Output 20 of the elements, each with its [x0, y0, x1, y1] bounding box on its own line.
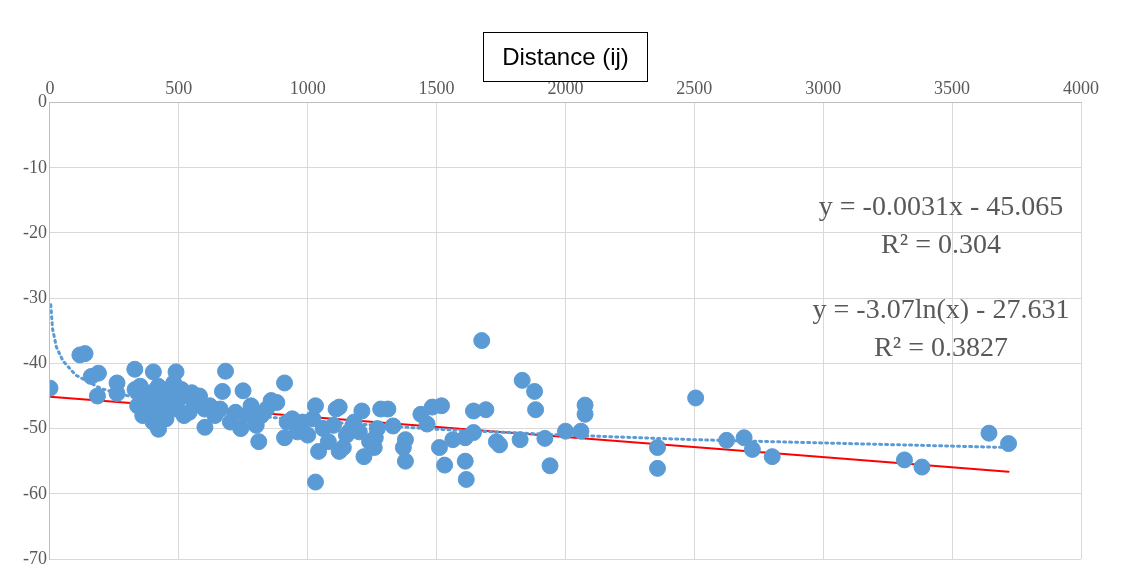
x-tick-label: 500: [165, 77, 193, 98]
x-tick-label: 1000: [289, 77, 326, 98]
annotation: R² = 0.304: [881, 227, 1001, 259]
y-tick-label: -60: [22, 482, 47, 503]
y-tick-label: -70: [22, 547, 47, 568]
x-tick-label: 2500: [676, 77, 713, 98]
annotation: y = -0.0031x - 45.065: [818, 189, 1064, 221]
chart-title: Distance (ij): [502, 43, 629, 70]
annotation: R² = 0.3827: [874, 330, 1008, 362]
annotation: y = -3.07ln(x) - 27.631: [812, 292, 1070, 324]
y-tick-label: -30: [22, 286, 47, 307]
x-tick-label: 3000: [805, 77, 842, 98]
y-tick-label: 0: [37, 91, 47, 112]
y-tick-label: -40: [22, 352, 47, 373]
y-tick-label: -10: [22, 156, 47, 177]
x-tick-label: 1500: [418, 77, 455, 98]
y-tick-label: -20: [22, 221, 47, 242]
y-tick-label: -50: [22, 417, 47, 438]
x-tick-label: 3500: [934, 77, 971, 98]
x-tick-label: 4000: [1063, 77, 1099, 98]
